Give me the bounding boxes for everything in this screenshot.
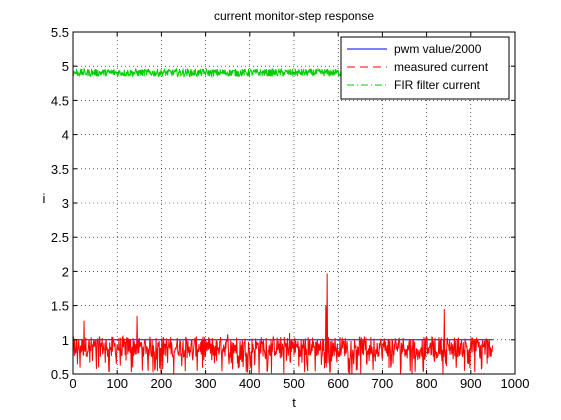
x-tick-label: 1000 [501,376,530,391]
x-tick-label: 700 [372,376,394,391]
y-tick-label: 3.5 [51,162,69,177]
y-tick-label: 5 [62,59,69,74]
y-tick-label: 0.5 [51,367,69,382]
y-tick-label: 2 [62,264,69,279]
x-tick-label: 900 [460,376,482,391]
legend: pwm value/2000 measured current FIR filter… [340,36,510,100]
x-tick-label: 200 [151,376,173,391]
x-tick-label: 800 [416,376,438,391]
legend-box [340,36,510,100]
x-tick-label: 500 [283,376,305,391]
legend-entry-label: FIR filter current [394,78,481,92]
series-line-3 [72,67,348,79]
x-tick-label: 400 [239,376,261,391]
y-axis-label: i [43,191,46,206]
series-layer [72,67,494,374]
chart-title: current monitor-step response [214,9,374,23]
y-tick-label: 5.5 [51,25,69,40]
x-tick-label: 300 [195,376,217,391]
y-tick-label: 2.5 [51,230,69,245]
x-tick-label: 0 [69,376,76,391]
legend-entry-label: measured current [394,60,489,74]
y-tick-label: 1 [62,333,69,348]
x-tick-label: 600 [327,376,349,391]
x-tick-labels: 0 100 200 300 400 500 600 700 800 900 1000 [69,376,529,391]
y-tick-label: 1.5 [51,299,69,314]
y-tick-label: 3 [62,196,69,211]
x-axis-label: t [292,395,296,410]
y-tick-label: 4 [62,128,69,143]
y-tick-labels: 0.5 1 1.5 2 2.5 3 3.5 4 4.5 5 5.5 [51,25,69,382]
axis-ticks [72,31,516,375]
series-line-2 [72,273,494,374]
x-tick-label: 100 [106,376,128,391]
legend-entry-label: pwm value/2000 [394,42,482,56]
y-tick-label: 4.5 [51,93,69,108]
